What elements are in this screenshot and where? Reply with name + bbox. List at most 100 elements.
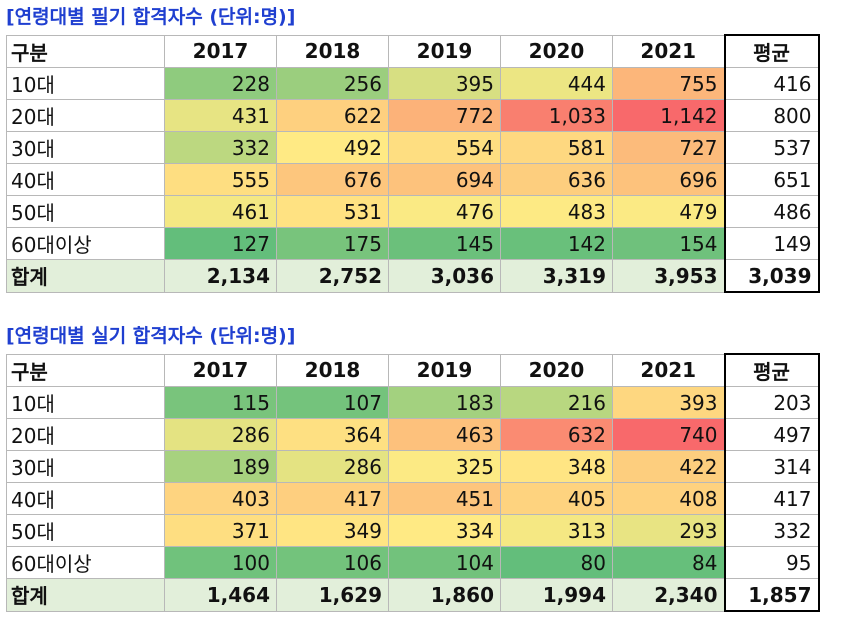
column-header-year: 2019 <box>388 353 501 387</box>
table-row: 20대 431 622 772 1,033 1,142 800 <box>6 99 820 132</box>
value-cell: 106 <box>276 546 389 579</box>
value-cell: 256 <box>276 67 389 100</box>
column-header-average: 평균 <box>723 34 820 68</box>
column-header-year: 2020 <box>500 353 613 387</box>
practical-exam-table: 구분 2017 2018 2019 2020 2021 평균 10대 115 107 183 216 3… <box>6 353 820 612</box>
value-cell: 476 <box>388 195 501 228</box>
value-cell: 632 <box>500 418 613 451</box>
table-row: 40대 403 417 451 405 408 417 <box>6 482 820 515</box>
value-cell: 531 <box>276 195 389 228</box>
value-cell: 371 <box>164 514 277 547</box>
table-row: 40대 555 676 694 636 696 651 <box>6 163 820 196</box>
total-value-cell: 2,752 <box>276 259 389 293</box>
total-value-cell: 3,953 <box>612 259 725 293</box>
value-cell: 755 <box>612 67 725 100</box>
value-cell: 293 <box>612 514 725 547</box>
value-cell: 332 <box>164 131 277 164</box>
table-row: 60대이상 100 106 104 80 84 95 <box>6 546 820 579</box>
table-title: [연령대별 필기 합격자수 (단위:명)] <box>6 6 296 28</box>
value-cell: 444 <box>500 67 613 100</box>
value-cell: 189 <box>164 450 277 483</box>
value-cell: 554 <box>388 131 501 164</box>
table-title: [연령대별 실기 합격자수 (단위:명)] <box>6 325 296 347</box>
value-cell: 696 <box>612 163 725 196</box>
value-cell: 492 <box>276 131 389 164</box>
value-cell: 431 <box>164 99 277 132</box>
value-cell: 417 <box>276 482 389 515</box>
row-label: 20대 <box>6 99 165 132</box>
column-header-year: 2017 <box>164 353 277 387</box>
header-row: 구분 2017 2018 2019 2020 2021 평균 <box>6 353 820 387</box>
value-cell: 694 <box>388 163 501 196</box>
row-label: 50대 <box>6 195 165 228</box>
total-label: 합계 <box>6 578 165 612</box>
value-cell: 142 <box>500 227 613 260</box>
value-cell: 349 <box>276 514 389 547</box>
total-value-cell: 2,134 <box>164 259 277 293</box>
row-label: 50대 <box>6 514 165 547</box>
value-cell: 408 <box>612 482 725 515</box>
value-cell: 154 <box>612 227 725 260</box>
value-cell: 479 <box>612 195 725 228</box>
row-label: 40대 <box>6 482 165 515</box>
value-cell: 451 <box>388 482 501 515</box>
value-cell: 127 <box>164 227 277 260</box>
total-value-cell: 1,994 <box>500 578 613 612</box>
value-cell: 581 <box>500 131 613 164</box>
average-cell: 416 <box>723 67 820 100</box>
value-cell: 286 <box>164 418 277 451</box>
value-cell: 216 <box>500 386 613 419</box>
value-cell: 405 <box>500 482 613 515</box>
value-cell: 393 <box>612 386 725 419</box>
value-cell: 622 <box>276 99 389 132</box>
total-label: 합계 <box>6 259 165 293</box>
value-cell: 676 <box>276 163 389 196</box>
value-cell: 483 <box>500 195 613 228</box>
value-cell: 325 <box>388 450 501 483</box>
column-header-year: 2021 <box>612 353 725 387</box>
table-row: 10대 228 256 395 444 755 416 <box>6 67 820 100</box>
total-value-cell: 1,860 <box>388 578 501 612</box>
column-header-year: 2019 <box>388 34 501 68</box>
value-cell: 348 <box>500 450 613 483</box>
value-cell: 183 <box>388 386 501 419</box>
value-cell: 84 <box>612 546 725 579</box>
value-cell: 100 <box>164 546 277 579</box>
value-cell: 228 <box>164 67 277 100</box>
column-header-year: 2018 <box>276 34 389 68</box>
value-cell: 772 <box>388 99 501 132</box>
row-label: 60대이상 <box>6 546 165 579</box>
value-cell: 461 <box>164 195 277 228</box>
value-cell: 115 <box>164 386 277 419</box>
average-cell: 332 <box>723 514 820 547</box>
value-cell: 364 <box>276 418 389 451</box>
row-label: 10대 <box>6 67 165 100</box>
column-header-year: 2021 <box>612 34 725 68</box>
average-cell: 651 <box>723 163 820 196</box>
total-value-cell: 2,340 <box>612 578 725 612</box>
average-cell: 203 <box>723 386 820 419</box>
value-cell: 1,033 <box>500 99 613 132</box>
value-cell: 80 <box>500 546 613 579</box>
value-cell: 175 <box>276 227 389 260</box>
average-cell: 314 <box>723 450 820 483</box>
total-value-cell: 3,319 <box>500 259 613 293</box>
table-row: 50대 371 349 334 313 293 332 <box>6 514 820 547</box>
average-cell: 800 <box>723 99 820 132</box>
value-cell: 395 <box>388 67 501 100</box>
total-average-cell: 1,857 <box>723 578 820 612</box>
table-row: 30대 189 286 325 348 422 314 <box>6 450 820 483</box>
value-cell: 145 <box>388 227 501 260</box>
value-cell: 286 <box>276 450 389 483</box>
total-value-cell: 1,464 <box>164 578 277 612</box>
row-label: 40대 <box>6 163 165 196</box>
row-label: 60대이상 <box>6 227 165 260</box>
value-cell: 403 <box>164 482 277 515</box>
header-row: 구분 2017 2018 2019 2020 2021 평균 <box>6 34 820 68</box>
table-row: 10대 115 107 183 216 393 203 <box>6 386 820 419</box>
value-cell: 636 <box>500 163 613 196</box>
value-cell: 107 <box>276 386 389 419</box>
column-header-average: 평균 <box>723 353 820 387</box>
value-cell: 555 <box>164 163 277 196</box>
column-header-label: 구분 <box>6 34 165 68</box>
